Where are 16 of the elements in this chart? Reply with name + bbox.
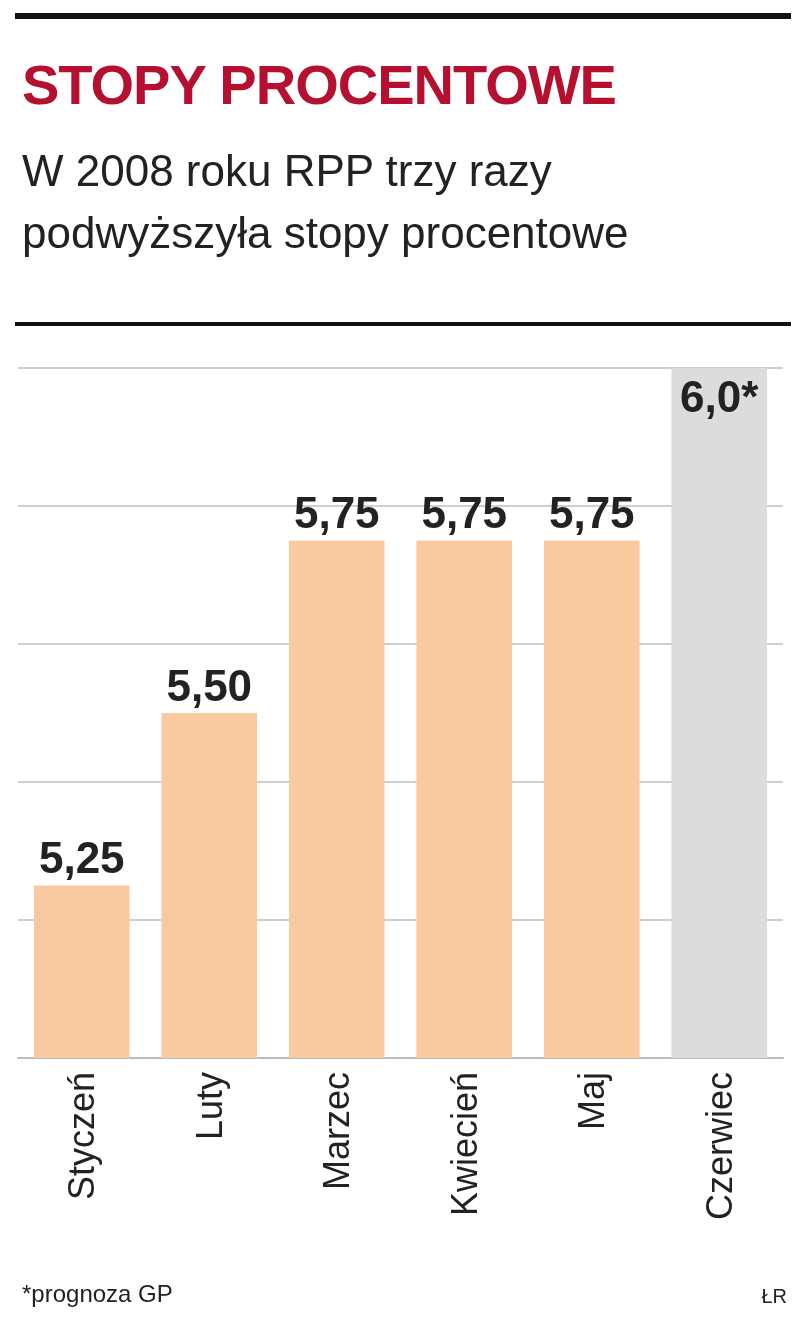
data-label: 5,25: [38, 833, 125, 882]
x-tick-label: Maj: [571, 1072, 613, 1131]
x-tick-label: Kwiecień: [443, 1072, 485, 1217]
data-label: 5,75: [293, 488, 380, 537]
data-label: 5,50: [166, 660, 253, 710]
text: ŁR: [761, 1285, 787, 1308]
x-tick-label: Luty: [188, 1072, 230, 1141]
x-tick-label: Styczeń: [61, 1072, 103, 1201]
text: *prognoza GP: [22, 1280, 173, 1308]
chart-subtitle: W 2008 roku RPP trzy razy podwyższyła stopy procentowe: [22, 145, 630, 259]
data-label: 6,0*: [680, 371, 760, 421]
chart-title: STOPY PROCENTOWE: [22, 52, 616, 117]
data-label: 5,75: [548, 488, 635, 537]
x-tick-label: Marzec: [316, 1072, 358, 1191]
x-tick-label: Czerwiec: [698, 1072, 740, 1221]
data-label: 5,75: [421, 488, 508, 537]
